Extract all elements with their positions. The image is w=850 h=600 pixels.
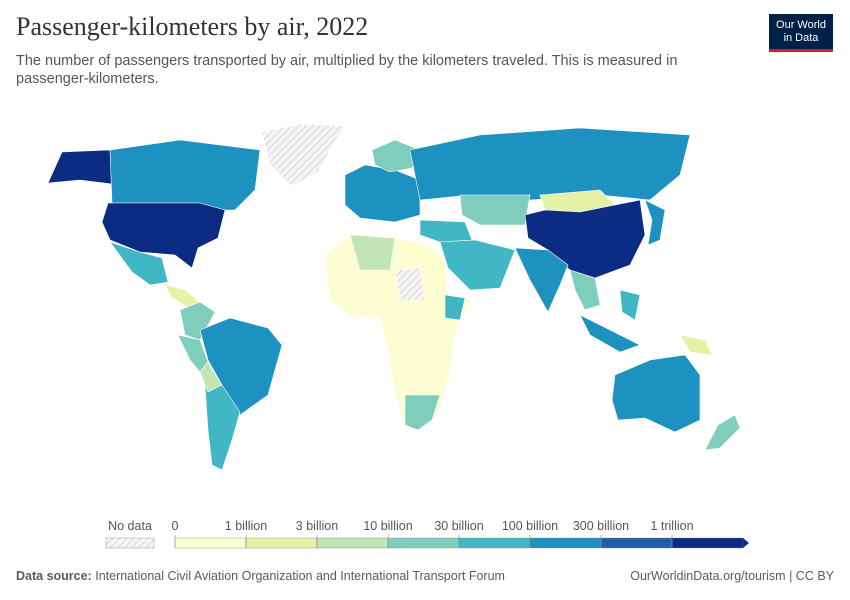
legend-bin xyxy=(458,537,531,549)
ethiopia xyxy=(444,294,466,321)
europe xyxy=(344,164,421,223)
india xyxy=(514,247,569,313)
source: Data source: International Civil Aviatio… xyxy=(16,569,505,583)
papua-new-guinea xyxy=(679,334,713,356)
legend-bin xyxy=(387,537,460,549)
philippines xyxy=(619,289,641,321)
logo-line: Our World xyxy=(776,19,826,31)
usa xyxy=(101,202,226,269)
mexico xyxy=(109,241,169,286)
middle-east xyxy=(439,239,516,291)
indonesia xyxy=(579,314,641,353)
brazil xyxy=(199,317,283,416)
source-label: Data source: xyxy=(16,569,92,583)
se-asia xyxy=(569,269,601,311)
countries xyxy=(47,123,741,471)
footer-link[interactable]: OurWorldinData.org/tourism | CC BY xyxy=(630,569,834,583)
legend-label: 1 trillion xyxy=(650,519,693,533)
canada xyxy=(109,139,261,211)
legend-label: 300 billion xyxy=(573,519,629,533)
legend-bin xyxy=(245,537,318,549)
legend-bin xyxy=(600,537,673,549)
legend-label: 0 xyxy=(172,519,179,533)
source-text: International Civil Aviation Organizatio… xyxy=(95,569,505,583)
greenland xyxy=(261,123,346,187)
legend-label: 30 billion xyxy=(434,519,483,533)
china xyxy=(524,199,646,279)
new-zealand xyxy=(704,414,741,451)
no-data-swatch xyxy=(105,537,155,549)
legend-arrow xyxy=(743,538,749,548)
north-africa xyxy=(349,234,396,271)
logo-line: in Data xyxy=(783,32,819,44)
sudan xyxy=(394,267,426,301)
legend-label: 1 billion xyxy=(225,519,267,533)
australia xyxy=(611,354,701,433)
africa xyxy=(324,234,471,429)
legend-label: 100 billion xyxy=(502,519,558,533)
russia xyxy=(409,127,691,201)
no-data-label: No data xyxy=(108,519,152,533)
legend: No data 0 1 billion 3 billion 10 billion 30 … xyxy=(105,519,749,549)
legend-label: 3 billion xyxy=(296,519,338,533)
colombia xyxy=(179,301,216,341)
south-africa xyxy=(404,394,441,431)
japan xyxy=(644,199,666,246)
legend-bin xyxy=(316,537,389,549)
argentina xyxy=(204,384,241,471)
title: Passenger-kilometers by air, 2022 xyxy=(16,12,369,41)
legend-bin xyxy=(174,537,247,549)
legend-bin xyxy=(671,537,744,549)
turkey xyxy=(419,219,473,243)
bolivia xyxy=(199,361,223,393)
legend-bin xyxy=(529,537,602,549)
alaska xyxy=(47,149,113,185)
subtitle: The number of passengers transported by … xyxy=(16,53,678,87)
legend-label: 10 billion xyxy=(363,519,412,533)
central-asia xyxy=(459,194,531,226)
scandinavia xyxy=(371,139,421,173)
logo[interactable]: Our World in Data xyxy=(769,14,833,52)
